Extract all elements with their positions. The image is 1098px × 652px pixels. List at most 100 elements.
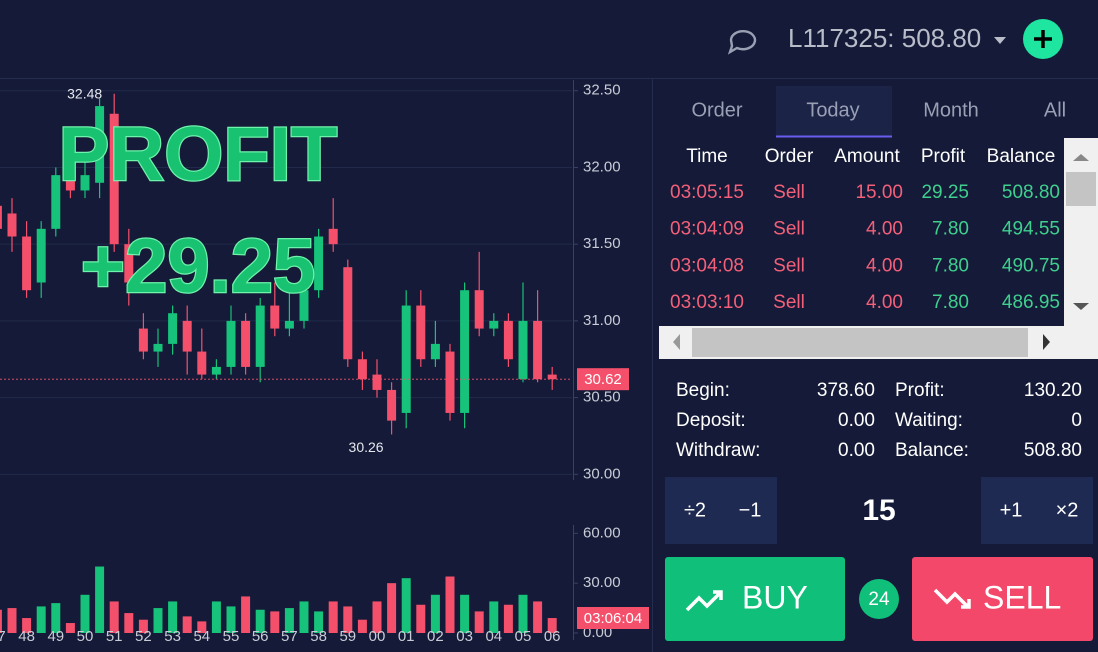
table-cell: Sell <box>773 292 805 313</box>
x-tick-label: 04 <box>485 628 502 645</box>
add-button[interactable] <box>1023 19 1063 59</box>
buy-label: BUY <box>742 579 808 615</box>
candle-body <box>22 236 32 291</box>
x-tick-label: 00 <box>369 628 386 645</box>
summary-value: 0.00 <box>838 440 875 461</box>
volume-bar <box>474 611 484 633</box>
chat-icon <box>727 30 757 55</box>
halve-button[interactable]: ÷2 <box>684 499 706 521</box>
minus-button[interactable]: −1 <box>739 499 762 521</box>
volume-bar <box>95 566 105 633</box>
max-label: 32.48 <box>67 86 102 102</box>
y2-tick-label: 30.00 <box>583 574 621 591</box>
buy-icon <box>685 590 723 612</box>
volume-bar <box>533 601 543 633</box>
last-time: 03:06:04 <box>584 610 642 627</box>
x-tick-label: 53 <box>164 628 181 645</box>
candle-body <box>445 351 455 413</box>
chat-button[interactable] <box>727 30 757 55</box>
candle-body <box>533 320 543 380</box>
candle-body <box>168 313 178 344</box>
h-thumb[interactable] <box>692 328 1028 357</box>
table-cell: 4.00 <box>866 219 903 240</box>
table-cell: 508.80 <box>1002 182 1060 203</box>
buy-bg <box>665 557 845 641</box>
table-cell: 7.80 <box>932 219 969 240</box>
volume-bar <box>489 601 499 633</box>
candle-body <box>357 359 367 380</box>
candle-body <box>503 320 513 360</box>
volume-bar <box>109 601 119 633</box>
tab[interactable]: Month <box>923 99 979 121</box>
volume-bar <box>197 621 207 633</box>
summary-label: Profit: <box>895 380 945 401</box>
scroll-down[interactable] <box>1073 303 1089 310</box>
table-cell: 4.00 <box>866 292 903 313</box>
volume-bar <box>284 608 294 633</box>
volume-bar <box>445 576 455 633</box>
volume-bar <box>241 596 251 633</box>
tab[interactable]: Order <box>691 99 742 121</box>
volume-bar <box>22 618 32 633</box>
volume-bar <box>168 601 178 633</box>
candle-body <box>284 320 294 329</box>
account-caret[interactable] <box>994 37 1006 44</box>
x-tick-label: 05 <box>515 628 532 645</box>
candle-body <box>372 374 382 390</box>
time-tag <box>577 607 649 629</box>
table-cell: Sell <box>773 219 805 240</box>
scroll-left[interactable] <box>673 334 680 350</box>
table-cell: 7.80 <box>932 292 969 313</box>
candle-body <box>430 343 440 360</box>
trade-amount[interactable]: 15 <box>862 494 895 527</box>
tab[interactable]: Today <box>806 99 859 121</box>
tab[interactable]: All <box>1044 99 1066 121</box>
candle-body <box>270 305 280 329</box>
volume-bar <box>270 611 280 633</box>
last-price: 30.62 <box>584 371 622 388</box>
x-tick-label: 02 <box>427 628 444 645</box>
profit-title: PROFIT <box>59 112 338 197</box>
table-cell: 03:05:15 <box>670 182 744 203</box>
min-label: 30.26 <box>349 439 384 455</box>
candle-body <box>182 320 192 352</box>
x-tick-label: 50 <box>77 628 94 645</box>
candle-body <box>109 113 119 245</box>
volume-bar <box>226 606 236 633</box>
candle-body <box>547 374 557 380</box>
summary-label: Begin: <box>676 380 730 401</box>
volume-bar <box>314 611 324 633</box>
table-cell: Sell <box>773 182 805 203</box>
side-panel: Order Today Month All Time Order Amount Profit B… <box>659 86 1098 641</box>
volume-bar <box>430 594 440 633</box>
sell-button[interactable]: SELL <box>912 557 1093 641</box>
add-plus <box>1034 30 1052 48</box>
scroll-right[interactable] <box>1043 334 1050 350</box>
candle-body <box>314 236 324 291</box>
candle-body <box>0 205 2 229</box>
volume-bar <box>401 578 411 633</box>
summary-label: Balance: <box>895 440 969 461</box>
volume-bar <box>124 613 134 633</box>
account-balance[interactable]: L117325: 508.80 <box>788 23 981 53</box>
v-scrollbar[interactable] <box>1064 138 1098 326</box>
candle-body <box>328 228 338 245</box>
summary-label: Waiting: <box>895 410 963 431</box>
plus-button[interactable]: +1 <box>1000 499 1023 521</box>
double-button[interactable]: ×2 <box>1056 499 1079 521</box>
volume-bar <box>153 608 163 633</box>
x-tick-label: 47 <box>0 628 6 645</box>
candle-body <box>7 213 17 237</box>
table-cell: 4.00 <box>866 255 903 276</box>
summary-value: 0.00 <box>838 410 875 431</box>
x-tick-label: 01 <box>398 628 415 645</box>
x-tick-label: 51 <box>106 628 123 645</box>
x-tick-label: 48 <box>18 628 35 645</box>
column-header: Profit <box>921 146 966 167</box>
v-thumb[interactable] <box>1066 172 1096 206</box>
candle-body <box>226 320 236 367</box>
volume-bar <box>328 601 338 633</box>
y-tick-label: 30.00 <box>583 465 621 482</box>
scroll-up[interactable] <box>1073 154 1089 161</box>
buy-button[interactable]: BUY <box>665 557 845 641</box>
